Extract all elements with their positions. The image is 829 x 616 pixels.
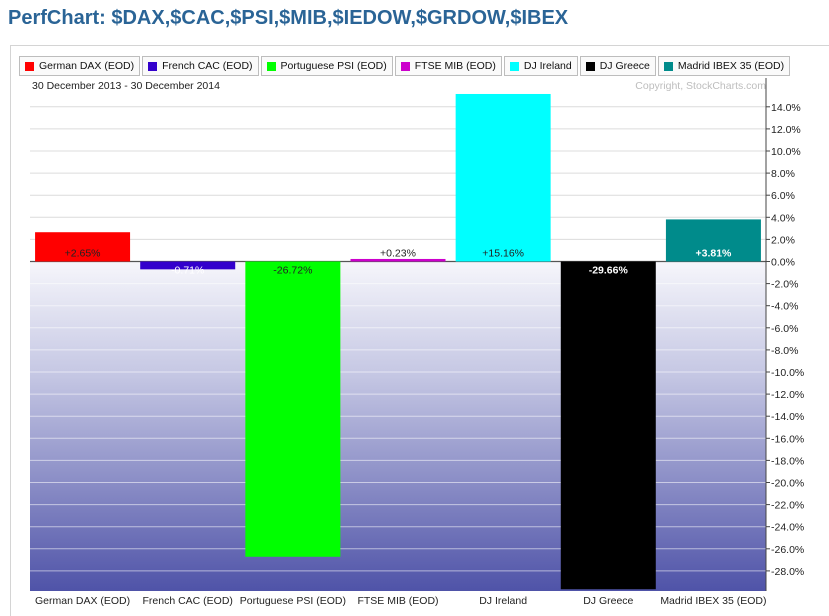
legend-label: DJ Ireland (523, 60, 572, 72)
y-tick-label: -24.0% (771, 522, 804, 534)
bar-value-label: +2.65% (65, 248, 101, 260)
legend-item[interactable]: DJ Ireland (503, 56, 578, 76)
legend-item[interactable]: German DAX (EOD) (19, 56, 141, 76)
bar[interactable] (560, 261, 656, 590)
y-tick-label: -8.0% (771, 345, 798, 357)
bar-value-label: -0.71% (171, 265, 204, 277)
page-title: PerfChart: $DAX,$CAC,$PSI,$MIB,$IEDOW,$G… (8, 7, 569, 29)
legend-swatch (266, 61, 276, 71)
y-tick-label: 10.0% (771, 146, 801, 158)
x-category-label: Portuguese PSI (EOD) (240, 595, 346, 607)
y-tick-label: -2.0% (771, 279, 798, 291)
legend-item[interactable]: Portuguese PSI (EOD) (260, 56, 393, 76)
x-category-label: Madrid IBEX 35 (EOD) (660, 595, 766, 607)
legend-swatch (148, 61, 158, 71)
y-tick-label: -28.0% (771, 566, 804, 578)
bar[interactable] (140, 261, 236, 270)
legend-label: French CAC (EOD) (162, 60, 253, 72)
copyright-label: Copyright, StockCharts.com (635, 80, 766, 92)
y-tick-label: -12.0% (771, 389, 804, 401)
legend-swatch (663, 61, 673, 71)
y-tick-label: 8.0% (771, 168, 795, 180)
legend-swatch (585, 61, 595, 71)
y-tick-label: -26.0% (771, 544, 804, 556)
legend-item[interactable]: French CAC (EOD) (142, 56, 259, 76)
legend-item[interactable]: Madrid IBEX 35 (EOD) (657, 56, 791, 76)
x-category-label: FTSE MIB (EOD) (357, 595, 438, 607)
legend-item[interactable]: FTSE MIB (EOD) (394, 56, 502, 76)
y-tick-label: 2.0% (771, 234, 795, 246)
y-tick-label: 4.0% (771, 212, 795, 224)
date-range-label: 30 December 2013 - 30 December 2014 (32, 80, 220, 92)
y-tick-label: -4.0% (771, 301, 798, 313)
y-tick-label: -14.0% (771, 411, 804, 423)
legend-label: Portuguese PSI (EOD) (280, 60, 387, 72)
legend-label: German DAX (EOD) (39, 60, 135, 72)
bar-value-label: +3.81% (695, 248, 732, 260)
legend-label: FTSE MIB (EOD) (414, 60, 496, 72)
bar-value-label: -26.72% (273, 265, 312, 277)
legend-swatch (509, 61, 519, 71)
y-tick-label: -20.0% (771, 478, 804, 490)
y-tick-label: -22.0% (771, 500, 804, 512)
x-category-label: DJ Ireland (479, 595, 527, 607)
legend-item[interactable]: DJ Greece (579, 56, 656, 76)
legend-label: Madrid IBEX 35 (EOD) (677, 60, 785, 72)
bar-value-label: -29.66% (589, 265, 629, 277)
bar-value-label: +0.23% (380, 248, 416, 260)
x-category-label: DJ Greece (583, 595, 633, 607)
legend-swatch (400, 61, 410, 71)
y-tick-label: 0.0% (771, 257, 795, 269)
y-tick-label: 12.0% (771, 124, 801, 136)
bar[interactable] (245, 261, 341, 557)
x-category-label: German DAX (EOD) (35, 595, 130, 607)
x-category-label: French CAC (EOD) (142, 595, 232, 607)
chart-legend: German DAX (EOD) French CAC (EOD) Portugue… (19, 56, 791, 76)
y-tick-label: -10.0% (771, 367, 804, 379)
y-tick-label: -16.0% (771, 433, 804, 445)
legend-label: DJ Greece (599, 60, 650, 72)
y-tick-label: 6.0% (771, 190, 795, 202)
y-tick-label: -6.0% (771, 323, 798, 335)
y-tick-label: 14.0% (771, 102, 801, 114)
legend-swatch (25, 61, 34, 71)
y-tick-label: -18.0% (771, 455, 804, 467)
bar[interactable] (350, 258, 446, 262)
bar[interactable] (35, 232, 131, 262)
bar[interactable] (455, 93, 551, 262)
bar-value-label: +15.16% (482, 248, 524, 260)
bar[interactable] (665, 219, 761, 262)
